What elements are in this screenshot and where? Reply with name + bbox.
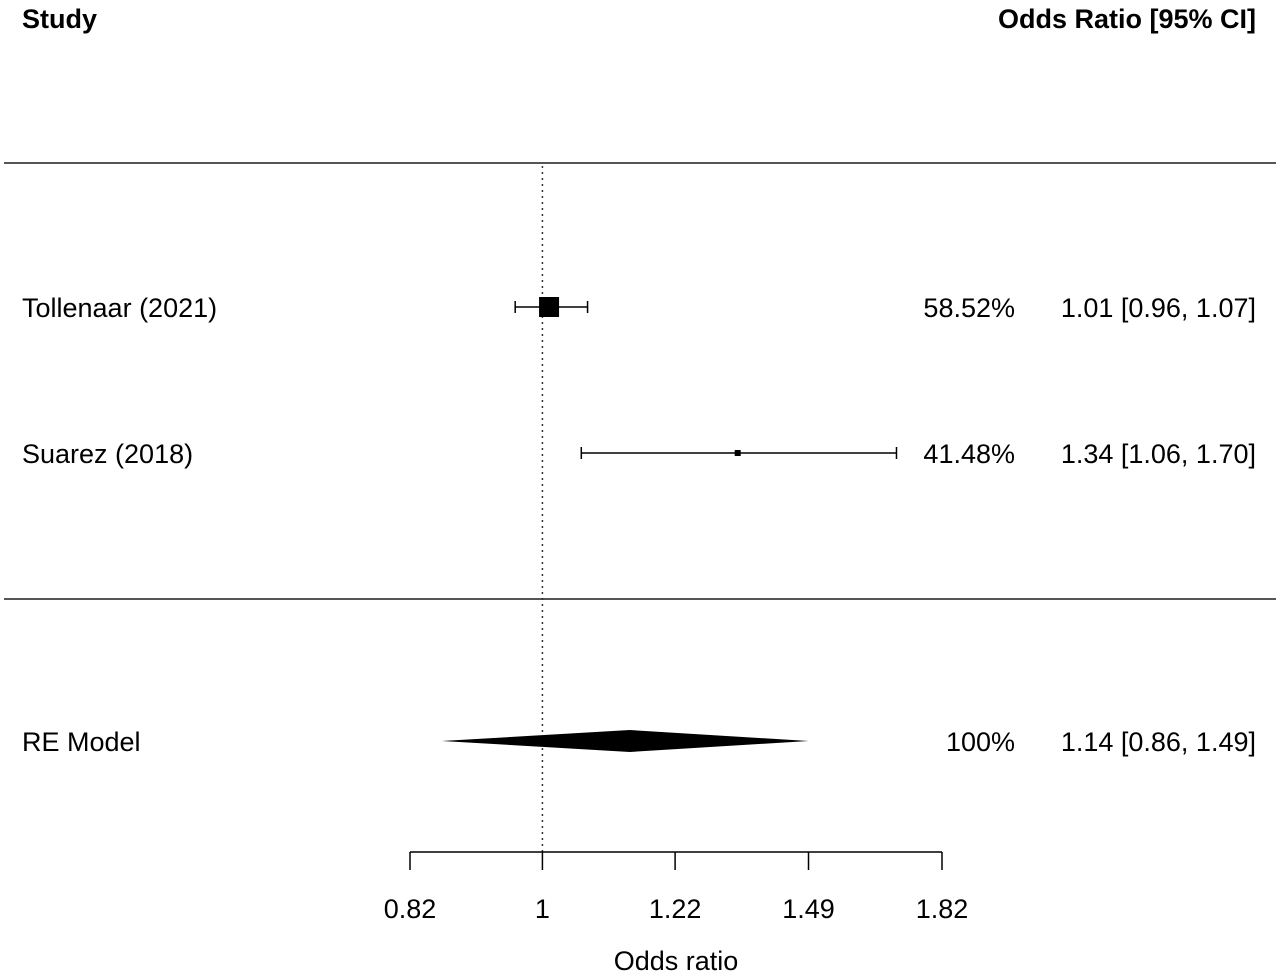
summary-or-ci: 1.14 [0.86, 1.49] (1061, 727, 1256, 757)
header-study: Study (22, 4, 97, 34)
summary-row: RE Model 100% 1.14 [0.86, 1.49] (22, 727, 1256, 757)
summary-diamond (441, 730, 809, 752)
summary-label: RE Model (22, 727, 141, 757)
study-rows: Tollenaar (2021) 58.52% 1.01 [0.96, 1.07] S… (22, 293, 1256, 757)
x-tick-label: 0.82 (384, 894, 437, 924)
header-or-ci: Odds Ratio [95% CI] (998, 4, 1256, 34)
or-ci-label: 1.34 [1.06, 1.70] (1061, 439, 1256, 469)
study-label: Suarez (2018) (22, 439, 193, 469)
study-row: Suarez (2018) 41.48% 1.34 [1.06, 1.70] (22, 439, 1256, 469)
or-ci-label: 1.01 [0.96, 1.07] (1061, 293, 1256, 323)
x-tick-label: 1.82 (916, 894, 969, 924)
point-estimate (539, 297, 560, 317)
study-label: Tollenaar (2021) (22, 293, 217, 323)
study-row: Tollenaar (2021) 58.52% 1.01 [0.96, 1.07] (22, 293, 1256, 323)
weight-label: 41.48% (923, 439, 1015, 469)
x-tick-label: 1.49 (782, 894, 835, 924)
x-axis-label: Odds ratio (614, 946, 739, 976)
x-tick-label: 1.22 (649, 894, 702, 924)
weight-label: 58.52% (923, 293, 1015, 323)
summary-weight: 100% (946, 727, 1015, 757)
x-tick-label: 1 (535, 894, 550, 924)
x-axis: 0.82 1 1.22 1.49 1.82 (384, 851, 969, 924)
point-estimate (734, 450, 741, 456)
